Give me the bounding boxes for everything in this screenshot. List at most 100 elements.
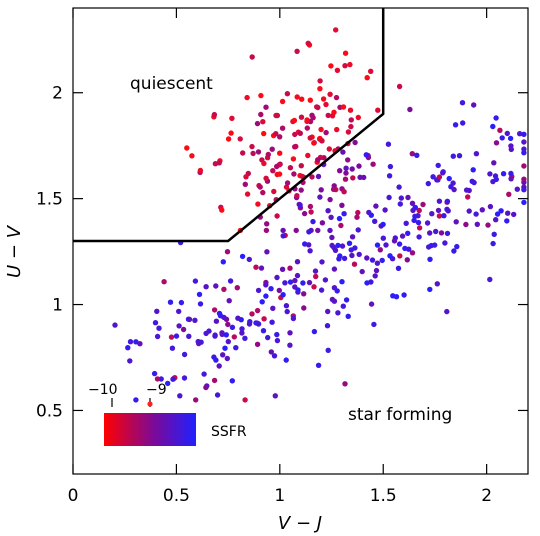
data-point xyxy=(354,214,360,220)
data-point xyxy=(505,210,511,216)
y-tick-label: 2 xyxy=(52,84,63,104)
data-point xyxy=(283,303,290,309)
data-point xyxy=(176,323,182,329)
data-point xyxy=(270,168,276,174)
data-point xyxy=(451,186,457,193)
data-point xyxy=(416,207,422,214)
data-point xyxy=(213,283,219,289)
data-point xyxy=(438,230,445,236)
data-point xyxy=(411,217,417,224)
data-point xyxy=(237,136,243,142)
data-point xyxy=(298,163,304,169)
data-point xyxy=(412,205,418,211)
data-point xyxy=(432,242,438,248)
data-point xyxy=(319,138,325,144)
data-point xyxy=(263,175,269,181)
data-point xyxy=(304,125,310,131)
data-point xyxy=(292,277,298,284)
data-point xyxy=(340,303,346,309)
y-tick-label: 0.5 xyxy=(36,401,63,421)
data-point xyxy=(318,287,325,293)
data-point xyxy=(268,286,274,292)
data-point xyxy=(427,286,433,293)
data-point xyxy=(345,129,352,135)
data-point xyxy=(219,207,225,213)
data-point xyxy=(284,180,291,186)
data-point xyxy=(387,163,394,170)
data-point xyxy=(335,242,341,249)
data-point xyxy=(341,189,347,195)
x-tick-label: 1 xyxy=(274,486,285,506)
data-point xyxy=(294,193,300,199)
data-point xyxy=(334,67,341,74)
data-point xyxy=(397,201,403,207)
data-point xyxy=(338,222,344,229)
data-point xyxy=(203,384,209,391)
data-point xyxy=(517,131,523,137)
data-point xyxy=(487,203,494,210)
data-point xyxy=(181,351,188,358)
y-tick-label: 1.5 xyxy=(36,190,63,210)
data-point xyxy=(377,247,383,253)
data-point xyxy=(293,227,299,234)
data-point xyxy=(284,308,290,315)
data-point xyxy=(294,48,300,54)
data-point xyxy=(274,274,280,281)
data-point xyxy=(291,171,297,177)
data-point xyxy=(268,349,274,355)
data-point xyxy=(485,222,491,228)
data-point xyxy=(176,308,182,315)
data-point xyxy=(342,62,348,69)
data-point xyxy=(339,202,345,208)
data-point xyxy=(375,107,381,113)
data-point xyxy=(444,198,451,204)
data-point xyxy=(490,123,496,130)
data-point xyxy=(369,257,376,263)
data-point xyxy=(399,233,406,239)
data-point xyxy=(317,194,323,200)
data-point xyxy=(203,284,209,290)
data-point xyxy=(521,146,527,152)
data-point xyxy=(250,150,256,157)
data-point xyxy=(223,332,229,338)
data-point xyxy=(239,326,245,332)
data-point xyxy=(315,227,321,234)
data-point xyxy=(151,370,158,377)
data-point xyxy=(255,201,261,207)
data-point xyxy=(445,208,451,214)
data-point xyxy=(154,333,161,340)
data-point xyxy=(263,282,269,288)
data-point xyxy=(295,287,301,293)
data-point xyxy=(386,173,393,179)
data-point xyxy=(137,341,143,347)
region-label-star-forming: star forming xyxy=(348,405,452,425)
data-point xyxy=(249,311,255,317)
data-point xyxy=(398,195,404,201)
data-point xyxy=(133,397,139,403)
data-point xyxy=(261,160,267,167)
data-point xyxy=(307,203,314,210)
data-point xyxy=(249,143,255,150)
data-point xyxy=(220,259,226,265)
data-point xyxy=(242,181,248,187)
data-point xyxy=(274,331,280,338)
data-point xyxy=(329,234,335,241)
data-point xyxy=(272,393,278,399)
data-point xyxy=(224,249,231,255)
data-point xyxy=(280,292,286,298)
data-point xyxy=(311,328,318,335)
data-point xyxy=(246,321,253,327)
data-point xyxy=(331,266,338,272)
data-point xyxy=(235,315,241,321)
data-point xyxy=(436,198,443,204)
data-point xyxy=(125,345,131,351)
data-point xyxy=(212,161,219,167)
data-point xyxy=(325,308,331,315)
data-point xyxy=(343,165,349,171)
data-point xyxy=(374,242,381,248)
data-point xyxy=(300,280,306,286)
x-axis-label: V − J xyxy=(278,513,322,534)
data-point xyxy=(409,200,416,206)
data-point xyxy=(287,342,293,348)
data-point xyxy=(312,268,319,274)
